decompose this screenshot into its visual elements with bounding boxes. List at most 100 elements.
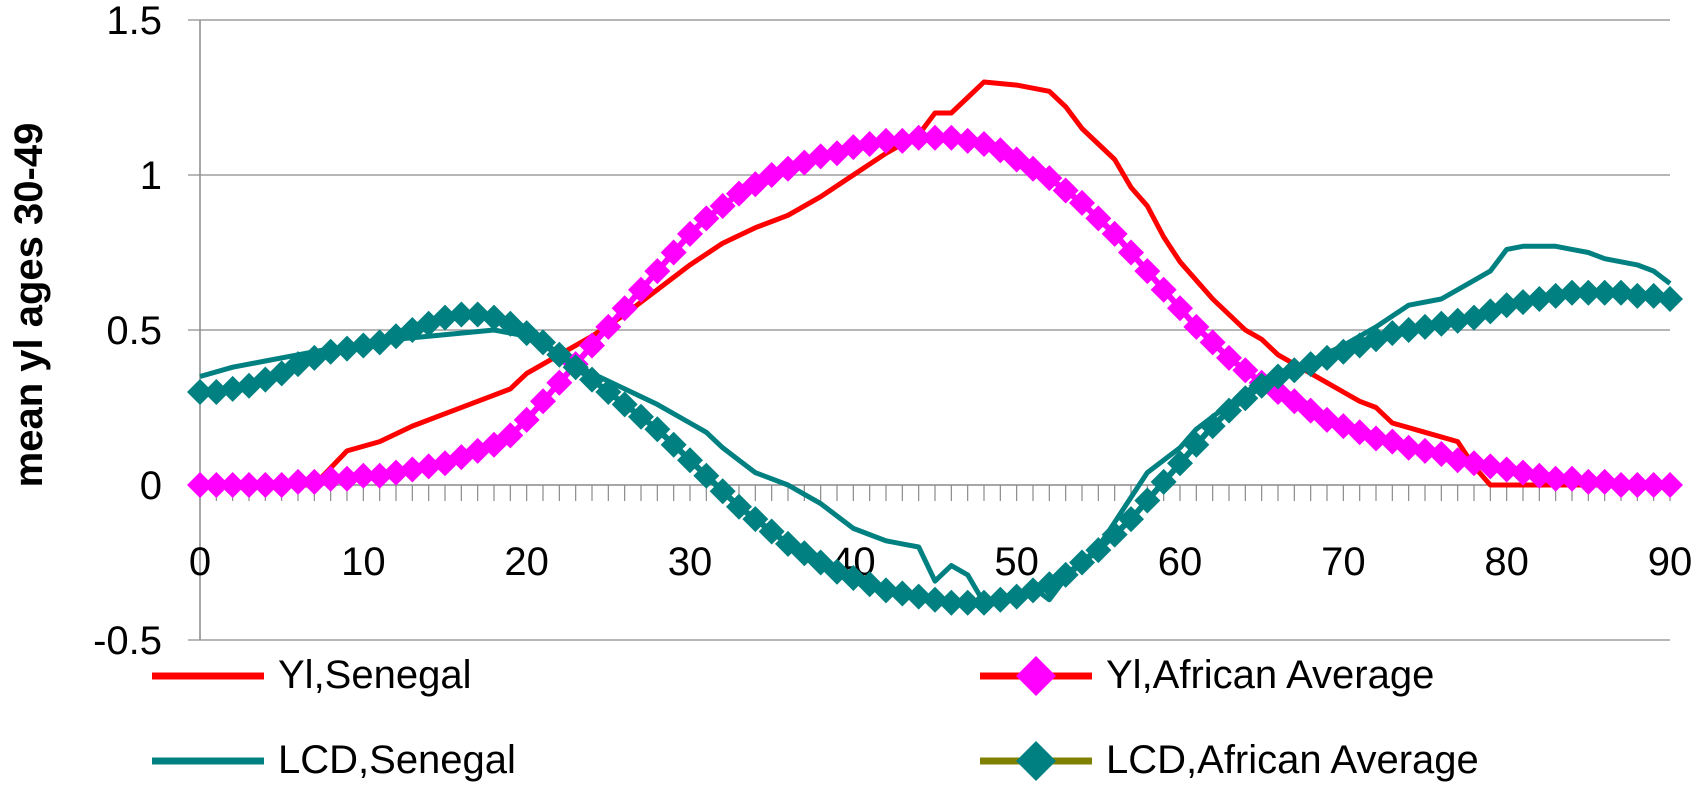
data-point [1640,282,1667,309]
data-point [905,583,932,610]
data-point [1493,456,1520,483]
data-point [1412,437,1438,464]
y-axis-title: mean yl ages 30-49 [7,123,51,488]
data-point [203,379,230,405]
data-point [1167,295,1193,322]
series-line [200,134,1670,488]
data-point [1199,413,1226,440]
data-point [1575,279,1602,306]
data-point [726,493,752,520]
data-point [350,462,377,489]
data-point [938,124,965,151]
legend-item: LCD,Senegal [152,738,516,782]
data-point [758,518,785,545]
data-point [1183,431,1210,458]
data-point [709,193,736,219]
data-point [579,332,605,359]
data-point [317,465,344,492]
data-point [1395,434,1422,461]
data-point [187,472,213,498]
data-point [350,332,377,359]
data-point [1363,425,1389,452]
data-point [1542,465,1569,492]
data-point [1118,239,1144,266]
legend-item: Yl,Senegal [152,653,471,697]
data-point [252,472,279,498]
data-point [1412,313,1438,340]
data-point [1493,292,1520,319]
data-point [1085,205,1112,232]
data-point [432,304,458,331]
y-tick-labels: 1.5 1 0.5 0 -0.5 [93,0,162,663]
data-point [1183,313,1210,340]
data-point [1657,472,1683,498]
data-point [546,341,573,368]
data-point [873,577,899,604]
data-point [448,301,475,328]
data-point [742,506,769,533]
x-tick-label: 20 [504,540,549,584]
data-point [236,472,262,498]
data-point [562,354,589,381]
data-point [383,459,409,486]
data-point [497,422,524,449]
y-tick-label: 0 [140,464,162,508]
data-point [1526,286,1553,312]
series-yl-senegal [200,79,1670,488]
data-point [399,456,426,483]
legend-swatch-marker [1016,656,1056,696]
x-tick-label: 0 [189,540,211,584]
data-point [530,388,556,415]
data-point [1069,189,1095,216]
data-point [1559,279,1585,306]
x-tick-label: 60 [1158,540,1203,584]
data-point [285,468,311,495]
data-point [1591,468,1618,495]
data-point [219,472,246,498]
series-group [187,79,1683,616]
data-point [203,472,230,498]
y-tick-label: 0.5 [106,309,162,353]
data-point [268,472,295,498]
data-point [1657,286,1683,312]
data-point [611,295,638,322]
data-point [644,258,671,285]
data-point [513,406,540,433]
data-point [595,313,622,340]
data-point [595,379,622,405]
data-point [840,134,867,161]
data-point [677,447,703,474]
data-point [709,478,736,505]
data-point [1199,329,1226,356]
data-point [938,589,965,616]
data-point [807,143,834,170]
series-line [200,79,1670,488]
data-point [1101,220,1128,247]
data-point [301,468,328,495]
data-point [1150,468,1177,495]
data-point [530,329,556,356]
data-point [971,589,997,616]
data-point [954,589,981,616]
data-point [1216,397,1242,424]
data-point [334,335,360,362]
data-point [693,462,720,489]
data-point [611,391,638,418]
legend-label: Yl,African Average [1106,653,1434,697]
y-tick-label: -0.5 [93,619,162,663]
data-point [464,301,491,328]
x-tick-label: 90 [1648,540,1693,584]
data-point [660,431,687,458]
data-point [334,465,360,492]
data-point [1069,549,1095,576]
data-point [628,403,654,430]
data-point [1118,506,1144,533]
data-point [922,586,948,613]
data-point [1150,276,1177,303]
data-point [905,124,932,151]
series-yl-african-average [187,124,1683,498]
data-point [415,453,442,480]
data-point [1477,453,1504,480]
data-point [579,366,605,393]
